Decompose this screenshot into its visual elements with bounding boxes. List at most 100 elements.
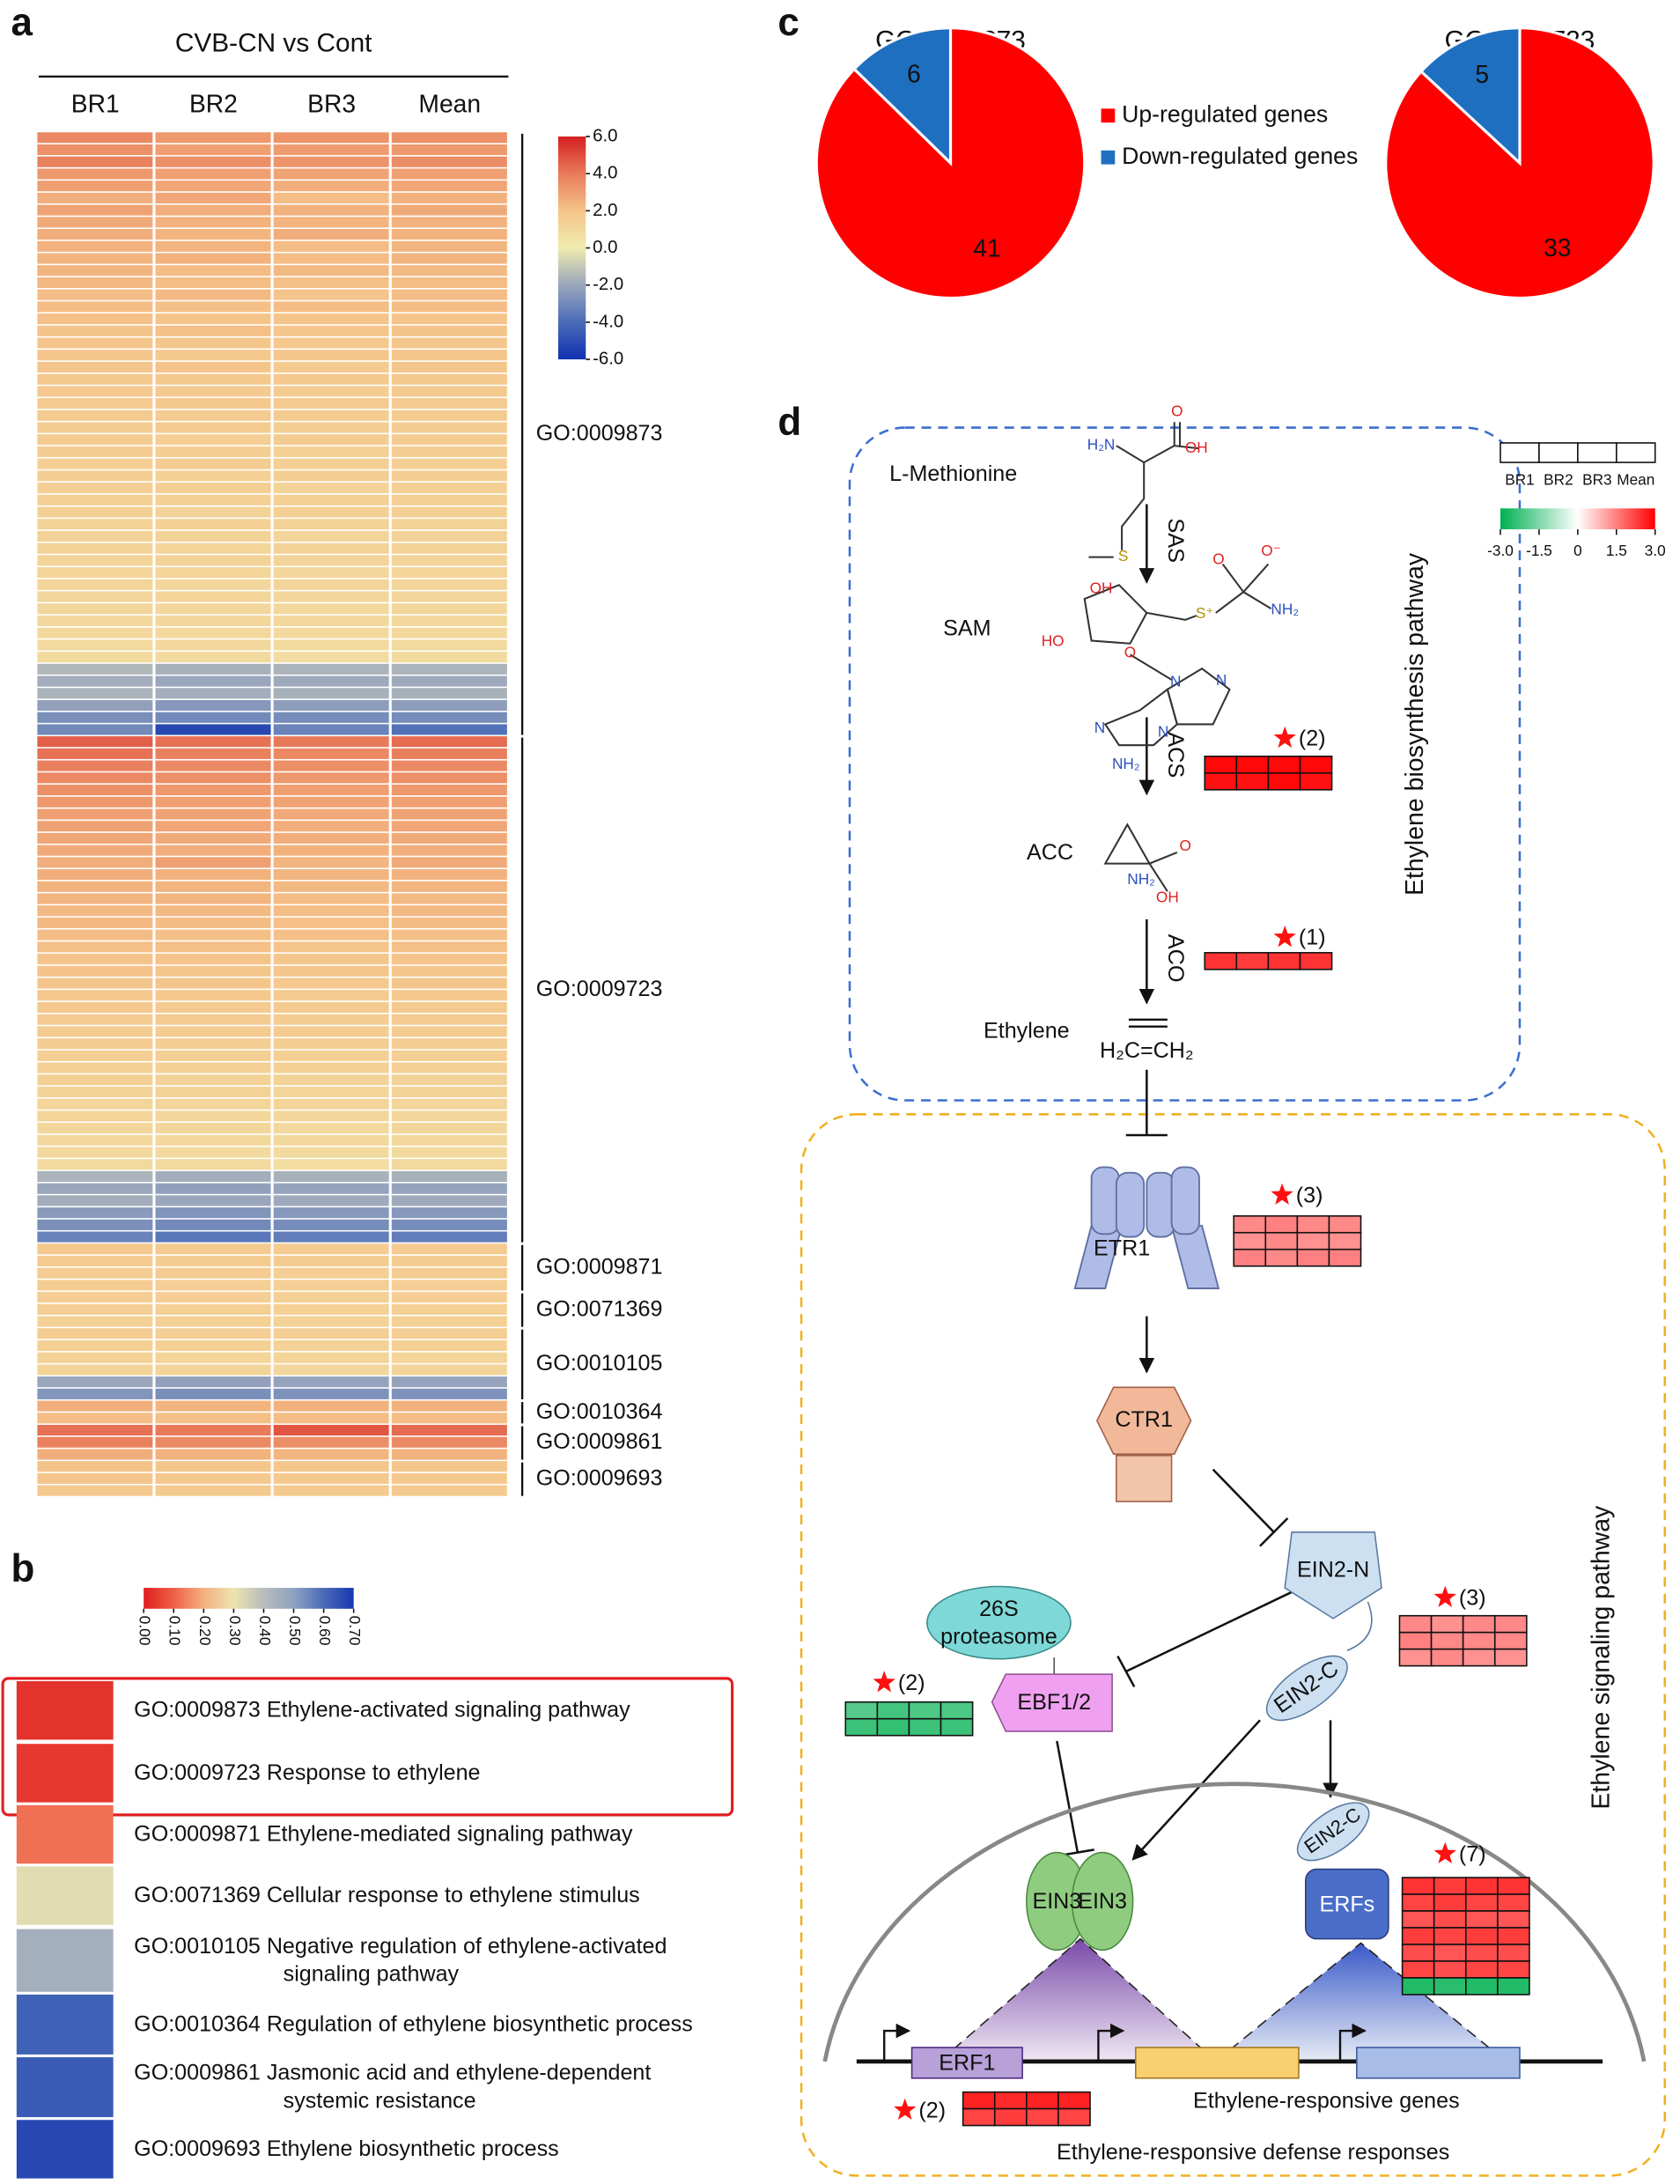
heatmap-cell bbox=[155, 337, 271, 349]
heatmap-cell bbox=[273, 688, 389, 699]
mini-heatmap-cell bbox=[1433, 1893, 1467, 1912]
heatmap-cell bbox=[391, 1328, 507, 1339]
heatmap-cell bbox=[273, 361, 389, 373]
heatmap-cell bbox=[273, 1038, 389, 1050]
heatmap-cell bbox=[155, 1219, 271, 1230]
protein: EBF1/2 bbox=[1017, 1690, 1091, 1715]
heatmap-cell bbox=[273, 1147, 389, 1158]
heatmap-cell bbox=[273, 965, 389, 977]
star bbox=[1273, 925, 1296, 948]
heatmap-cell bbox=[391, 845, 507, 856]
enzyme: ACS bbox=[1163, 732, 1188, 778]
mini-heatmap-cell bbox=[1057, 2091, 1091, 2110]
heatmap-cell bbox=[155, 1292, 271, 1303]
heatmap-cell bbox=[391, 253, 507, 264]
heatmap-cell bbox=[37, 881, 153, 892]
mini-heatmap-cell bbox=[1328, 1214, 1362, 1234]
protein: EIN3 bbox=[1032, 1889, 1081, 1914]
pie-value: 5 bbox=[1475, 61, 1489, 89]
heatmap-cell bbox=[155, 506, 271, 518]
heatmap-cell bbox=[391, 917, 507, 928]
heatmap-cell bbox=[155, 579, 271, 590]
heatmap-cell bbox=[391, 652, 507, 663]
star bbox=[1433, 1841, 1456, 1864]
heatmap-cell bbox=[155, 1183, 271, 1194]
colorbar-label: 0.40 bbox=[256, 1616, 274, 1646]
heatmap-cell bbox=[391, 1485, 507, 1496]
heatmap-cell bbox=[273, 483, 389, 494]
term-label: GO:0071369 Cellular response to ethylene… bbox=[134, 1883, 640, 1907]
mini-heatmap-cell bbox=[1493, 1648, 1528, 1667]
heatmap-cell bbox=[155, 265, 271, 277]
heatmap-cell bbox=[37, 724, 153, 735]
heatmap-cell bbox=[391, 1123, 507, 1134]
protein: EIN2-N bbox=[1297, 1558, 1369, 1583]
mini-heatmap-cell bbox=[1401, 1960, 1435, 1979]
heatmap-cell bbox=[273, 1243, 389, 1255]
heatmap-cell bbox=[391, 1255, 507, 1267]
heatmap-cell bbox=[273, 506, 389, 518]
heatmap-cell bbox=[155, 978, 271, 989]
heatmap-cell bbox=[391, 821, 507, 832]
heatmap-cell bbox=[37, 373, 153, 385]
atom-label: O⁻ bbox=[1261, 542, 1281, 559]
pie-value: 6 bbox=[907, 61, 921, 89]
mini-heatmap-cell bbox=[1267, 952, 1301, 970]
mini-heatmap-cell bbox=[1465, 1977, 1499, 1996]
heatmap-cell bbox=[37, 1074, 153, 1086]
mini-heatmap-cell bbox=[1401, 1893, 1435, 1912]
heatmap-cell bbox=[391, 1001, 507, 1014]
heatmap-cell bbox=[273, 240, 389, 252]
heatmap-cell bbox=[273, 350, 389, 361]
heatmap-cell bbox=[37, 953, 153, 965]
mini-heatmap-cell bbox=[1401, 1977, 1435, 1996]
heatmap-cell bbox=[391, 483, 507, 494]
heatmap-cell bbox=[391, 748, 507, 759]
mini-heatmap-cell bbox=[1465, 1944, 1499, 1962]
heatmap-cell bbox=[273, 132, 389, 144]
heatmap-cell bbox=[391, 929, 507, 941]
heatmap-cell bbox=[391, 314, 507, 325]
heatmap-cell bbox=[155, 1280, 271, 1291]
heatmap-cell bbox=[273, 192, 389, 203]
heatmap-cell bbox=[391, 712, 507, 723]
colorbar-label: 6.0 bbox=[593, 125, 617, 145]
heatmap-cell bbox=[391, 1352, 507, 1363]
colorbar-label: -4.0 bbox=[593, 311, 623, 331]
heatmap-cell bbox=[273, 845, 389, 856]
term-label: GO:0009873 Ethylene-activated signaling … bbox=[134, 1698, 630, 1723]
gene-count: (2) bbox=[918, 2098, 946, 2122]
heatmap-cell bbox=[37, 1219, 153, 1230]
heatmap-cell bbox=[155, 603, 271, 615]
heatmap-cell bbox=[391, 337, 507, 349]
heatmap-cell bbox=[273, 398, 389, 410]
heatmap-cell bbox=[273, 555, 389, 566]
biosynthesis-frame bbox=[848, 426, 1522, 1102]
heatmap-cell bbox=[37, 1364, 153, 1376]
heatmap-cell bbox=[155, 1449, 271, 1460]
heatmap-cell bbox=[273, 168, 389, 180]
heatmap-cell bbox=[273, 301, 389, 313]
arrows bbox=[1056, 504, 1338, 1861]
heatmap-cell bbox=[155, 373, 271, 385]
heatmap-cell bbox=[273, 386, 389, 397]
heatmap-cell bbox=[391, 156, 507, 167]
mini-heatmap-cell bbox=[1430, 1648, 1464, 1667]
heatmap-cell bbox=[155, 1461, 271, 1472]
heatmap-cell bbox=[37, 1280, 153, 1291]
gene-name: ERF1 bbox=[939, 2051, 995, 2076]
heatmap-cell bbox=[37, 240, 153, 252]
mini-heatmap-cell bbox=[1465, 1927, 1499, 1945]
heatmap-cell bbox=[391, 832, 507, 844]
heatmap-cell bbox=[155, 1134, 271, 1146]
heatmap-cell bbox=[273, 337, 389, 349]
heatmap-cell bbox=[273, 1472, 389, 1484]
heatmap-cell bbox=[155, 1400, 271, 1412]
heatmap-cell bbox=[37, 905, 153, 917]
mini-heatmap-cell bbox=[1493, 1614, 1528, 1634]
group-label: GO:0009871 bbox=[536, 1254, 663, 1279]
mini-heatmap-cell bbox=[844, 1701, 879, 1720]
legend-swatch bbox=[1101, 150, 1116, 165]
atom-label: N bbox=[1158, 722, 1168, 740]
compound: L-Methionine bbox=[889, 461, 1017, 486]
